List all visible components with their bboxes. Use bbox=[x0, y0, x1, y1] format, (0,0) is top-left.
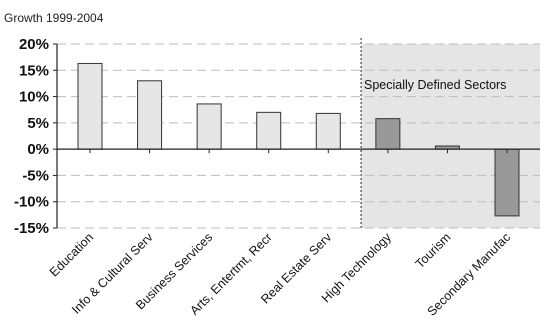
bar bbox=[77, 62, 103, 150]
bar bbox=[315, 112, 341, 150]
bar bbox=[375, 118, 401, 150]
y-tick-label: 15% bbox=[19, 62, 49, 79]
y-tick-label: 20% bbox=[19, 36, 49, 53]
y-tick-label: -10% bbox=[14, 194, 49, 211]
y-tick-label: 0% bbox=[27, 141, 49, 158]
bar bbox=[494, 148, 520, 217]
bar bbox=[256, 111, 282, 150]
y-tick-label: 10% bbox=[19, 89, 49, 106]
y-tick-label: 5% bbox=[27, 115, 49, 132]
x-tick-label: Education bbox=[47, 230, 96, 279]
bar bbox=[137, 80, 163, 150]
x-tick-label: Tourism bbox=[413, 230, 454, 271]
y-tick-label: -5% bbox=[22, 167, 49, 184]
y-tick-label: -15% bbox=[14, 220, 49, 237]
specially-defined-sectors-annotation: Specially Defined Sectors bbox=[364, 78, 506, 92]
chart-title: Growth 1999-2004 bbox=[4, 11, 104, 25]
bar bbox=[196, 103, 222, 150]
